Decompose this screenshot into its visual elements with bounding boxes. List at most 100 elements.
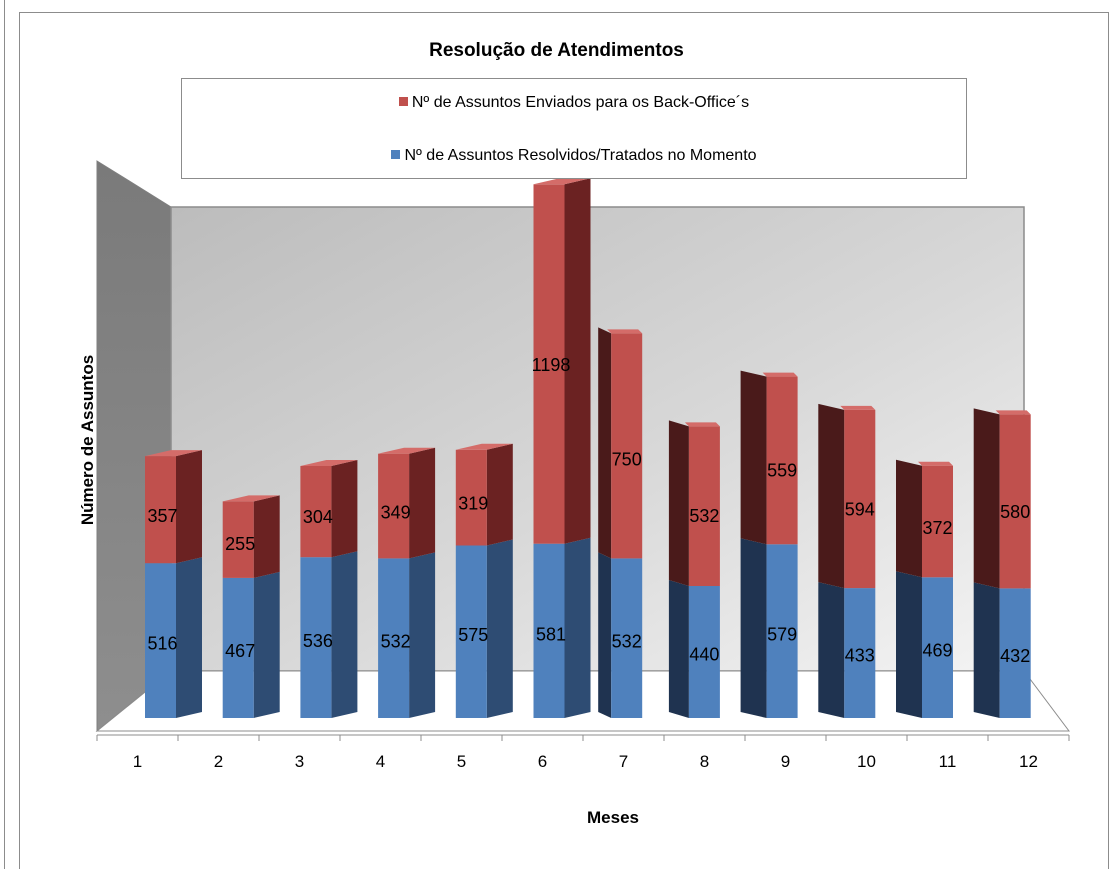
bar-group-4 xyxy=(378,447,436,718)
bar-side-resolved-10 xyxy=(818,582,845,718)
legend-label-resolved: Nº de Assuntos Resolvidos/Tratados no Mo… xyxy=(404,147,757,164)
bar-side-backoffice-5 xyxy=(486,443,513,546)
bar-side-backoffice-8 xyxy=(668,420,689,586)
x-tick-labels: 1 2 3 4 5 6 7 8 9 10 11 12 xyxy=(133,752,1038,771)
bar-side-backoffice-7 xyxy=(598,327,612,559)
bar-top-3 xyxy=(300,460,358,466)
y-axis-label: Número de Assuntos xyxy=(78,354,97,526)
data-label-resolved-7: 532 xyxy=(612,631,642,651)
bars xyxy=(145,178,1031,718)
data-label-resolved-10: 433 xyxy=(845,646,875,666)
data-label-backoffice-6: 1198 xyxy=(532,355,571,375)
data-label-backoffice-7: 750 xyxy=(612,449,642,469)
data-label-resolved-1: 516 xyxy=(147,634,177,654)
bar-resolved-7 xyxy=(611,558,643,718)
bar-top-2 xyxy=(222,495,280,502)
x-tick-label-3: 3 xyxy=(295,752,304,771)
x-tick-label-7: 7 xyxy=(619,752,628,771)
chart-area xyxy=(19,12,1109,869)
bar-backoffice-8 xyxy=(688,426,720,586)
x-axis-ticks xyxy=(96,735,1070,741)
bar-side-resolved-5 xyxy=(486,539,513,718)
bar-backoffice-1 xyxy=(145,456,176,564)
legend-swatch-resolved xyxy=(391,150,401,159)
bar-side-resolved-8 xyxy=(668,580,689,718)
bar-side-backoffice-6 xyxy=(564,178,591,544)
bar-resolved-9 xyxy=(766,544,798,718)
bar-top-4 xyxy=(378,447,436,454)
bar-top-10 xyxy=(840,405,876,410)
bar-side-backoffice-9 xyxy=(740,370,767,545)
data-label-backoffice-5: 319 xyxy=(458,493,488,513)
x-tick-label-11: 11 xyxy=(939,752,957,771)
bar-group-3 xyxy=(300,460,358,718)
x-tick-label-12: 12 xyxy=(1019,752,1038,771)
bar-backoffice-11 xyxy=(922,465,953,578)
data-label-resolved-12: 432 xyxy=(1000,646,1030,666)
bar-resolved-5 xyxy=(455,545,487,718)
legend-item-back-office: Nº de Assuntos Enviados para os Back-Off… xyxy=(182,94,966,112)
bar-side-resolved-6 xyxy=(564,537,591,718)
data-label-backoffice-2: 255 xyxy=(225,534,255,554)
bar-side-resolved-1 xyxy=(176,557,202,718)
bar-side-resolved-7 xyxy=(598,552,612,718)
data-label-resolved-8: 440 xyxy=(689,645,719,665)
bar-top-12 xyxy=(995,410,1031,415)
bar-top-8 xyxy=(684,422,720,427)
bar-resolved-11 xyxy=(922,577,953,718)
data-label-resolved-9: 579 xyxy=(767,625,797,645)
bar-side-resolved-11 xyxy=(896,571,922,718)
bar-group-6 xyxy=(533,178,591,718)
bar-resolved-8 xyxy=(688,586,720,718)
bar-group-8 xyxy=(668,420,720,718)
x-tick-label-9: 9 xyxy=(781,752,790,771)
bar-group-5 xyxy=(455,443,513,718)
bar-side-backoffice-2 xyxy=(253,495,280,578)
x-tick-label-4: 4 xyxy=(376,752,385,771)
bar-group-10 xyxy=(818,403,876,718)
bar-side-backoffice-3 xyxy=(331,460,358,558)
bar-group-2 xyxy=(222,495,280,718)
data-label-backoffice-4: 349 xyxy=(381,502,411,522)
x-axis-label: Meses xyxy=(587,808,639,827)
bar-backoffice-9 xyxy=(766,376,798,545)
bar-resolved-6 xyxy=(533,543,565,718)
bar-side-backoffice-12 xyxy=(973,408,1000,589)
data-label-resolved-11: 469 xyxy=(922,640,952,660)
x-tick-label-6: 6 xyxy=(538,752,547,771)
data-label-backoffice-10: 594 xyxy=(845,500,875,520)
frame-divider xyxy=(4,0,5,869)
bar-top-9 xyxy=(762,372,798,377)
bar-top-6 xyxy=(533,178,591,185)
bar-backoffice-6 xyxy=(533,184,565,544)
bar-top-11 xyxy=(918,461,953,466)
bar-resolved-2 xyxy=(222,577,254,718)
bar-backoffice-12 xyxy=(999,414,1031,589)
data-label-backoffice-8: 532 xyxy=(689,506,719,526)
data-label-resolved-2: 467 xyxy=(225,641,255,661)
data-label-resolved-4: 532 xyxy=(381,631,411,651)
bar-side-backoffice-11 xyxy=(896,459,922,578)
bar-top-7 xyxy=(607,329,643,334)
bar-group-7 xyxy=(598,327,643,718)
bar-side-backoffice-1 xyxy=(176,450,202,564)
bar-resolved-12 xyxy=(999,588,1031,718)
bar-side-backoffice-10 xyxy=(818,403,845,589)
bar-side-resolved-3 xyxy=(331,551,358,718)
data-labels: 516 357 467 255 536 304 532 349 575 319 581 1198 532… xyxy=(147,355,1030,666)
x-tick-label-1: 1 xyxy=(133,752,142,771)
legend-item-resolved: Nº de Assuntos Resolvidos/Tratados no Mo… xyxy=(182,147,966,165)
data-label-backoffice-3: 304 xyxy=(303,507,333,527)
bar-group-1 xyxy=(145,450,202,718)
bar-backoffice-7 xyxy=(611,333,643,559)
bar-backoffice-5 xyxy=(455,449,487,546)
data-label-backoffice-9: 559 xyxy=(767,461,797,481)
bar-top-1 xyxy=(145,450,202,457)
bar-side-resolved-2 xyxy=(253,571,280,718)
data-label-resolved-5: 575 xyxy=(458,625,488,645)
bar-group-11 xyxy=(896,459,953,718)
bar-resolved-1 xyxy=(145,563,176,718)
data-label-resolved-6: 581 xyxy=(536,624,566,644)
